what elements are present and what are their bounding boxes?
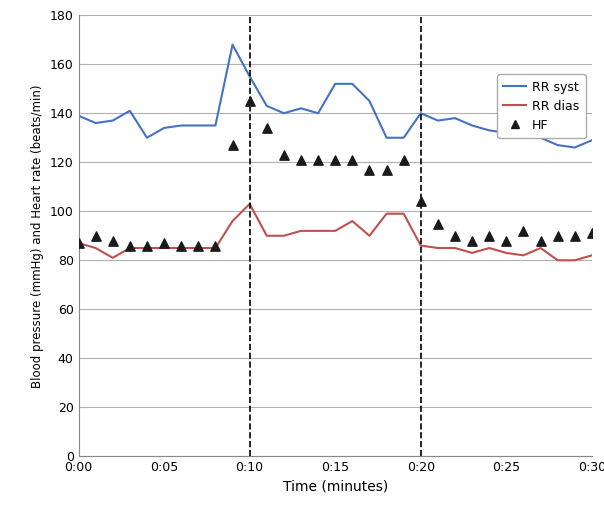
- RR syst: [383, 135, 390, 141]
- HF: [553, 232, 562, 240]
- HF: [587, 229, 597, 237]
- HF: [313, 156, 323, 164]
- HF: [519, 227, 528, 235]
- RR dias: [109, 255, 117, 261]
- RR syst: [332, 81, 339, 87]
- RR syst: [400, 135, 407, 141]
- HF: [125, 241, 135, 249]
- HF: [484, 232, 494, 240]
- RR dias: [571, 257, 579, 263]
- RR dias: [332, 228, 339, 234]
- RR syst: [571, 144, 579, 151]
- RR dias: [194, 245, 202, 251]
- RR dias: [503, 250, 510, 256]
- HF: [108, 237, 118, 245]
- RR dias: [349, 218, 356, 224]
- HF: [501, 237, 511, 245]
- RR syst: [263, 103, 271, 109]
- HF: [467, 237, 477, 245]
- HF: [245, 97, 254, 105]
- HF: [142, 241, 152, 249]
- RR dias: [161, 245, 168, 251]
- RR syst: [469, 122, 476, 128]
- RR syst: [554, 142, 561, 148]
- RR syst: [537, 135, 544, 141]
- HF: [433, 220, 443, 228]
- HF: [211, 241, 220, 249]
- HF: [347, 156, 357, 164]
- RR dias: [366, 233, 373, 239]
- RR dias: [537, 245, 544, 251]
- HF: [176, 241, 186, 249]
- RR syst: [75, 113, 82, 119]
- RR dias: [212, 245, 219, 251]
- RR syst: [315, 110, 322, 116]
- HF: [416, 197, 426, 205]
- RR syst: [297, 105, 304, 112]
- RR syst: [417, 110, 425, 116]
- HF: [228, 141, 237, 149]
- Legend: RR syst, RR dias, HF: RR syst, RR dias, HF: [497, 75, 586, 138]
- RR dias: [486, 245, 493, 251]
- HF: [193, 241, 203, 249]
- RR syst: [280, 110, 288, 116]
- RR dias: [143, 245, 150, 251]
- RR dias: [315, 228, 322, 234]
- RR dias: [383, 211, 390, 217]
- RR syst: [486, 127, 493, 133]
- RR dias: [520, 252, 527, 259]
- RR syst: [109, 118, 117, 124]
- RR dias: [280, 233, 288, 239]
- RR dias: [246, 201, 253, 207]
- RR dias: [92, 245, 99, 251]
- HF: [296, 156, 306, 164]
- Line: RR dias: RR dias: [79, 204, 592, 260]
- RR syst: [194, 122, 202, 128]
- RR syst: [434, 118, 442, 124]
- RR dias: [554, 257, 561, 263]
- HF: [382, 165, 391, 173]
- RR syst: [588, 137, 596, 143]
- RR dias: [434, 245, 442, 251]
- RR dias: [297, 228, 304, 234]
- RR dias: [229, 218, 236, 224]
- RR syst: [520, 132, 527, 138]
- RR dias: [469, 250, 476, 256]
- RR syst: [349, 81, 356, 87]
- Line: RR syst: RR syst: [79, 45, 592, 148]
- RR dias: [417, 242, 425, 248]
- RR dias: [263, 233, 271, 239]
- HF: [450, 232, 460, 240]
- HF: [570, 232, 580, 240]
- RR dias: [588, 252, 596, 259]
- Y-axis label: Blood pressure (mmHg) and Heart rate (beats/min): Blood pressure (mmHg) and Heart rate (be…: [31, 84, 44, 387]
- RR syst: [92, 120, 99, 126]
- RR syst: [451, 115, 458, 121]
- HF: [330, 156, 340, 164]
- HF: [536, 237, 545, 245]
- RR syst: [178, 122, 185, 128]
- RR syst: [143, 135, 150, 141]
- RR syst: [229, 42, 236, 48]
- RR syst: [366, 98, 373, 104]
- RR syst: [126, 108, 133, 114]
- HF: [74, 239, 83, 247]
- RR syst: [246, 74, 253, 80]
- X-axis label: Time (minutes): Time (minutes): [283, 480, 388, 494]
- HF: [262, 124, 272, 132]
- HF: [399, 156, 408, 164]
- RR dias: [400, 211, 407, 217]
- RR syst: [161, 125, 168, 131]
- HF: [91, 232, 100, 240]
- HF: [365, 165, 374, 173]
- HF: [159, 239, 169, 247]
- RR dias: [178, 245, 185, 251]
- RR dias: [451, 245, 458, 251]
- RR dias: [75, 240, 82, 246]
- HF: [279, 151, 289, 159]
- RR syst: [503, 130, 510, 136]
- RR syst: [212, 122, 219, 128]
- RR dias: [126, 245, 133, 251]
